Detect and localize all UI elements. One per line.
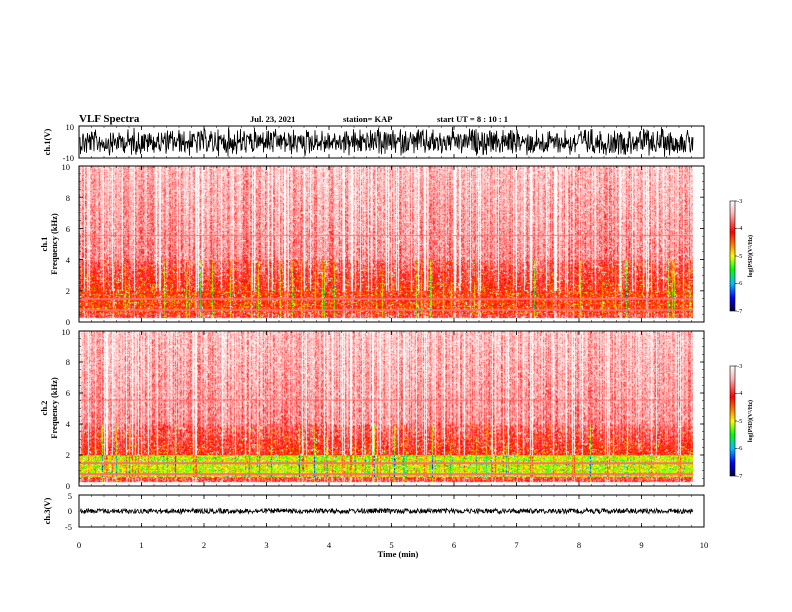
ch2-colorbar <box>729 365 736 477</box>
ch3-ytick-label: -5 <box>65 522 72 532</box>
ch1-colorbar <box>729 200 736 312</box>
x-tick-label: 1 <box>139 540 143 550</box>
ch2-spec-ytick-label: 10 <box>62 327 71 337</box>
ch1-colorbar-tick-label: -5 <box>737 253 742 260</box>
ch1-colorbar-tick-label: -4 <box>737 225 743 232</box>
x-tick-label: 10 <box>700 540 709 550</box>
ch2-spec-ytick-label: 0 <box>66 481 70 491</box>
x-tick-label: 8 <box>577 540 581 550</box>
ch1-spec-ytick-label: 0 <box>66 317 70 327</box>
ch2-colorbar-tick-label: -4 <box>737 390 743 397</box>
ch2-spectrogram-heatmap <box>79 331 693 486</box>
ch2-spectrogram-panel: 0 2 4 6 8 10 ch.2 Frequency (kHz) -3 -4 … <box>39 327 754 491</box>
ch1-colorbar-label: log(PSD)(V²/Hz) <box>747 235 754 277</box>
x-axis-label: Time (min) <box>378 549 419 559</box>
ch1-colorbar-tick-label: -6 <box>737 280 743 287</box>
ch1-ytick-label: 10 <box>66 122 75 132</box>
ch1-spectrogram-panel: 0 2 4 6 8 10 ch.1 Frequency (kHz) -3 -4 … <box>39 162 754 477</box>
x-tick-label: 5 <box>389 540 393 550</box>
figure-title: VLF Spectra <box>79 113 140 125</box>
x-tick-label: 6 <box>452 540 456 550</box>
ch1-spec-ytick-label: 10 <box>62 162 71 172</box>
ch2-colorbar-label: log(PSD)(V²/Hz) <box>747 400 754 442</box>
ch3-ytick-label: 0 <box>68 506 72 516</box>
ch1-spec-channel-label: ch.1 <box>39 237 49 252</box>
ch2-colorbar-tick-label: -7 <box>737 473 743 480</box>
ch2-spec-ytick-label: 2 <box>66 450 70 460</box>
ch1-ylabel: ch.1(V) <box>42 128 52 155</box>
ch1-spec-ylabel: Frequency (kHz) <box>49 213 59 275</box>
ch1-spectrogram-heatmap <box>79 166 693 322</box>
ch1-spec-ytick-label: 8 <box>66 193 70 203</box>
x-tick-label: 7 <box>514 540 518 550</box>
ch1-spec-ytick-label: 6 <box>66 224 70 234</box>
ch2-spec-channel-label: ch.2 <box>39 401 49 416</box>
ch1-waveform-series <box>79 126 694 157</box>
ch1-colorbar-tick-label: -7 <box>737 308 743 315</box>
ch2-spec-ytick-label: 4 <box>66 419 71 429</box>
ch2-colorbar-tick-label: -6 <box>737 445 743 452</box>
date-label: Jul. 23, 2021 <box>250 114 295 124</box>
ch2-colorbar-tick-label: -5 <box>737 418 742 425</box>
ch1-colorbar-tick-label: -3 <box>737 198 742 205</box>
x-tick-label: 4 <box>327 540 332 550</box>
ch2-spec-ytick-label: 6 <box>66 388 70 398</box>
station-label: station= KAP <box>343 114 392 124</box>
x-tick-label: 0 <box>77 540 81 550</box>
x-tick-label: 2 <box>202 540 206 550</box>
x-tick-label: 9 <box>639 540 643 550</box>
ch1-spec-ytick-label: 4 <box>66 255 71 265</box>
ch1-ytick-label: -10 <box>63 153 74 163</box>
ch2-colorbar-tick-label: -3 <box>737 363 742 370</box>
ch3-ylabel: ch.3(V) <box>42 497 52 524</box>
ch2-spec-ylabel: Frequency (kHz) <box>49 377 59 439</box>
ch3-waveform-series <box>79 507 694 516</box>
ch2-spec-ytick-label: 8 <box>66 357 70 367</box>
x-tick-label: 3 <box>264 540 268 550</box>
ch1-spec-ytick-label: 2 <box>66 286 70 296</box>
ch3-ytick-label: 5 <box>68 491 72 501</box>
ch3-waveform-panel: 5 0 -5 ch.3(V) 0 1 2 3 4 5 6 7 8 9 10 Time (min) <box>42 491 708 559</box>
start-time-label: start UT = 8 : 10 : 1 <box>437 114 508 124</box>
